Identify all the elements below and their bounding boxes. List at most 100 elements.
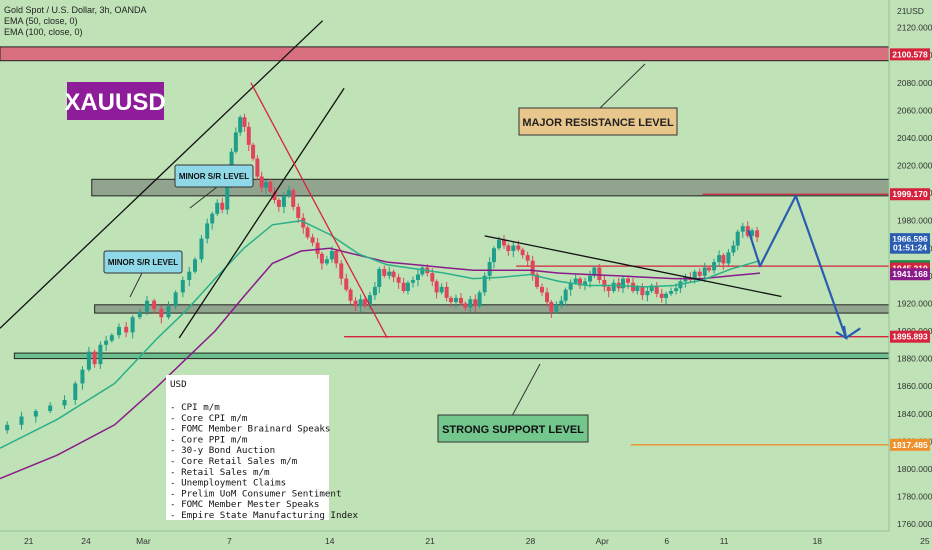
candle-body[interactable] (187, 271, 192, 280)
candle-body[interactable] (281, 195, 286, 207)
candle-body[interactable] (597, 267, 602, 280)
candle-body[interactable] (434, 281, 439, 293)
price-badge[interactable] (890, 330, 930, 343)
candle-body[interactable] (276, 199, 281, 207)
price-badge[interactable] (890, 241, 930, 254)
candle-body[interactable] (473, 299, 478, 307)
candle-body[interactable] (377, 268, 382, 287)
candle-body[interactable] (588, 275, 593, 282)
candle-body[interactable] (5, 424, 10, 431)
candle-body[interactable] (640, 286, 645, 296)
candle-body[interactable] (339, 263, 344, 279)
candle-body[interactable] (649, 285, 654, 292)
candle-body[interactable] (439, 286, 444, 293)
candle-body[interactable] (664, 293, 669, 298)
price-badge[interactable] (890, 48, 930, 61)
candle-body[interactable] (98, 344, 103, 365)
candle-body[interactable] (286, 190, 291, 196)
candle-body[interactable] (310, 237, 315, 243)
candle-body[interactable] (659, 293, 664, 298)
candle-body[interactable] (740, 226, 745, 232)
candle-body[interactable] (124, 326, 129, 333)
candle-body[interactable] (137, 311, 142, 318)
candle-body[interactable] (534, 274, 539, 287)
strong-support-label[interactable] (437, 414, 589, 443)
candle-body[interactable] (246, 126, 251, 145)
candle-body[interactable] (463, 303, 468, 308)
candle-body[interactable] (621, 278, 626, 289)
candle-body[interactable] (130, 317, 135, 333)
candle-body[interactable] (674, 288, 679, 292)
candle-body[interactable] (735, 231, 740, 246)
ema100-line[interactable] (0, 247, 761, 480)
ema100-legend[interactable]: EMA (100, close, 0) (4, 27, 83, 37)
candle-body[interactable] (453, 297, 458, 303)
candle-body[interactable] (554, 304, 559, 312)
candle-body[interactable] (448, 297, 453, 303)
candle-body[interactable] (19, 416, 24, 425)
news-box[interactable] (166, 375, 329, 520)
candle-body[interactable] (199, 238, 204, 260)
candle-body[interactable] (444, 286, 449, 298)
candle-body[interactable] (86, 351, 91, 370)
candle-body[interactable] (712, 262, 717, 271)
candle-body[interactable] (144, 300, 149, 312)
candle-body[interactable] (511, 245, 516, 252)
candle-body[interactable] (242, 117, 247, 127)
candle-body[interactable] (568, 282, 573, 290)
candle-body[interactable] (491, 248, 496, 263)
minor-sr-1-label[interactable] (174, 164, 254, 188)
candle-body[interactable] (104, 340, 109, 345)
candle-body[interactable] (502, 239, 507, 246)
candle-body[interactable] (405, 282, 410, 292)
candle-body[interactable] (583, 281, 588, 286)
candle-body[interactable] (592, 267, 597, 276)
candle-body[interactable] (233, 132, 238, 152)
candle-body[interactable] (396, 277, 401, 283)
candle-body[interactable] (92, 351, 97, 365)
candle-body[interactable] (296, 206, 301, 218)
candle-body[interactable] (520, 249, 525, 256)
candle-body[interactable] (530, 260, 535, 275)
candle-body[interactable] (62, 399, 67, 406)
channel-upper-line[interactable] (0, 20, 324, 329)
candle-body[interactable] (80, 369, 85, 384)
candle-body[interactable] (205, 223, 210, 239)
candle-body[interactable] (578, 278, 583, 286)
candle-body[interactable] (215, 202, 220, 214)
candle-body[interactable] (549, 302, 554, 312)
candle-body[interactable] (348, 289, 353, 301)
candle-body[interactable] (626, 278, 631, 283)
price-badge[interactable] (890, 438, 930, 451)
price-badge[interactable] (890, 188, 930, 201)
candle-body[interactable] (220, 202, 225, 210)
minor-sr-2-label[interactable] (103, 250, 183, 274)
candle-body[interactable] (545, 292, 550, 303)
candle-body[interactable] (329, 251, 334, 260)
candle-body[interactable] (268, 182, 273, 192)
candle-body[interactable] (430, 273, 435, 282)
candle-body[interactable] (755, 230, 760, 238)
candle-body[interactable] (731, 245, 736, 253)
candle-body[interactable] (606, 286, 611, 292)
candle-body[interactable] (251, 144, 256, 159)
candle-body[interactable] (259, 176, 264, 188)
candle-body[interactable] (721, 255, 726, 264)
candle-body[interactable] (750, 230, 755, 236)
candle-body[interactable] (73, 383, 78, 400)
candle-body[interactable] (559, 300, 564, 305)
candle-body[interactable] (654, 285, 659, 294)
descending-trend-line[interactable] (484, 235, 782, 298)
candle-body[interactable] (291, 190, 296, 207)
candle-body[interactable] (415, 274, 420, 280)
candle-body[interactable] (324, 259, 329, 264)
candle-body[interactable] (48, 405, 53, 412)
candle-body[interactable] (159, 308, 164, 318)
candle-body[interactable] (225, 182, 230, 210)
channel-lower-line[interactable] (178, 87, 345, 339)
candle-body[interactable] (272, 191, 277, 200)
candle-body[interactable] (387, 271, 392, 276)
candle-body[interactable] (210, 213, 215, 224)
candle-body[interactable] (525, 255, 530, 261)
